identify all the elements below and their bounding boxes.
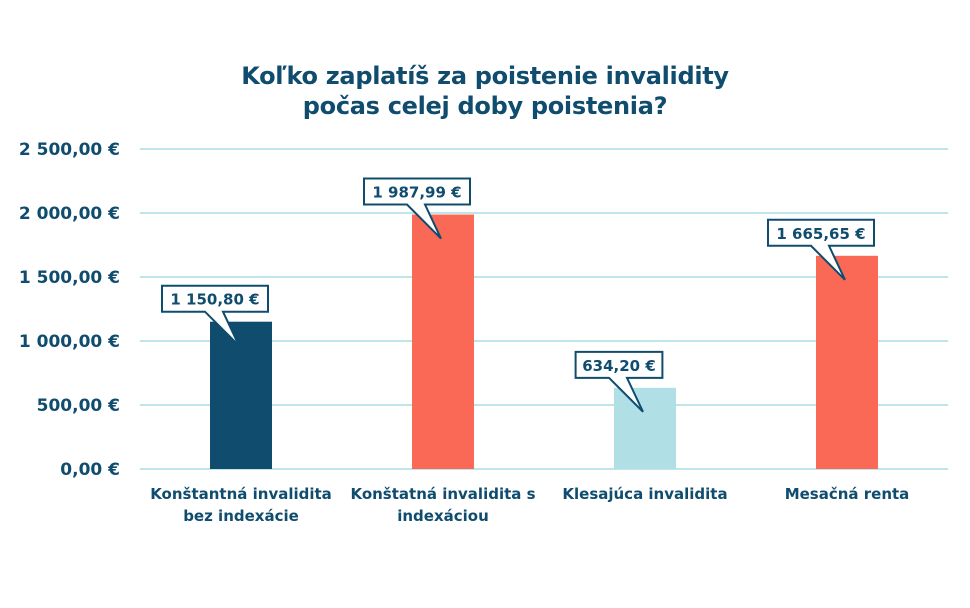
data-label-callout <box>363 177 471 240</box>
data-label-callout <box>767 218 875 281</box>
y-tick-label: 2 500,00 € <box>19 140 120 160</box>
x-tick-label: bez indexácie <box>183 507 299 525</box>
data-label-callout <box>574 350 664 413</box>
bar <box>614 387 676 469</box>
x-tick-label: Mesačná renta <box>785 485 910 503</box>
data-label-callout <box>161 284 269 347</box>
x-tick-label: Klesajúca invalidita <box>562 485 727 503</box>
data-label: 634,20 € <box>582 357 656 375</box>
y-tick-label: 500,00 € <box>37 396 120 416</box>
y-tick-label: 0,00 € <box>60 460 120 480</box>
data-label: 1 150,80 € <box>170 291 259 309</box>
bar <box>816 255 878 469</box>
data-label: 1 665,65 € <box>776 225 865 243</box>
y-tick-label: 1 500,00 € <box>19 268 120 288</box>
chart-title-line-2: počas celej doby poistenia? <box>302 92 668 120</box>
x-tick-label: Konštatná invalidita s <box>350 485 535 503</box>
x-tick-label: indexáciou <box>397 507 489 525</box>
x-tick-label: Konštantná invalidita <box>150 485 332 503</box>
y-tick-label: 1 000,00 € <box>19 332 120 352</box>
data-label: 1 987,99 € <box>372 184 461 202</box>
chart-title-line-1: Koľko zaplatíš za poistenie invalidity <box>241 62 729 90</box>
bar <box>210 321 272 469</box>
bar <box>412 214 474 469</box>
y-tick-label: 2 000,00 € <box>19 204 120 224</box>
